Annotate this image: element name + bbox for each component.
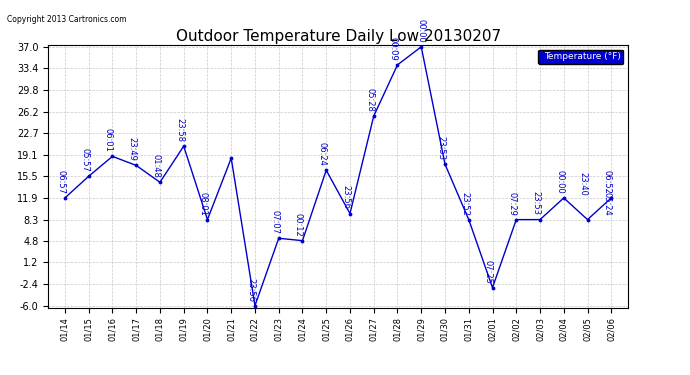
Text: 05:57: 05:57 bbox=[80, 148, 89, 172]
Legend: Temperature (°F): Temperature (°F) bbox=[538, 50, 623, 64]
Text: 06:24: 06:24 bbox=[317, 142, 326, 166]
Title: Outdoor Temperature Daily Low 20130207: Outdoor Temperature Daily Low 20130207 bbox=[175, 29, 501, 44]
Text: 23:53: 23:53 bbox=[436, 136, 445, 160]
Text: 00:09: 00:09 bbox=[389, 37, 398, 61]
Text: 08:01: 08:01 bbox=[199, 192, 208, 215]
Text: 06:57: 06:57 bbox=[57, 170, 66, 194]
Text: 07:25: 07:25 bbox=[484, 260, 493, 284]
Text: 00:00: 00:00 bbox=[555, 170, 564, 194]
Text: 23:53: 23:53 bbox=[531, 191, 540, 215]
Text: 01:48: 01:48 bbox=[151, 154, 160, 178]
Text: 00:00: 00:00 bbox=[417, 19, 426, 43]
Text: Copyright 2013 Cartronics.com: Copyright 2013 Cartronics.com bbox=[7, 15, 126, 24]
Text: 05:24: 05:24 bbox=[602, 192, 611, 215]
Text: 05:28: 05:28 bbox=[365, 88, 374, 112]
Text: 23:52: 23:52 bbox=[460, 192, 469, 215]
Text: 23:49: 23:49 bbox=[128, 137, 137, 161]
Text: 07:07: 07:07 bbox=[270, 210, 279, 234]
Text: 06:01: 06:01 bbox=[104, 128, 112, 152]
Text: 06:52: 06:52 bbox=[602, 170, 611, 194]
Text: 23:56: 23:56 bbox=[342, 185, 351, 209]
Text: 00:12: 00:12 bbox=[294, 213, 303, 237]
Text: 07:29: 07:29 bbox=[508, 192, 517, 215]
Text: 23:40: 23:40 bbox=[579, 172, 588, 196]
Text: 23:56: 23:56 bbox=[246, 278, 255, 302]
Text: 23:58: 23:58 bbox=[175, 118, 184, 142]
